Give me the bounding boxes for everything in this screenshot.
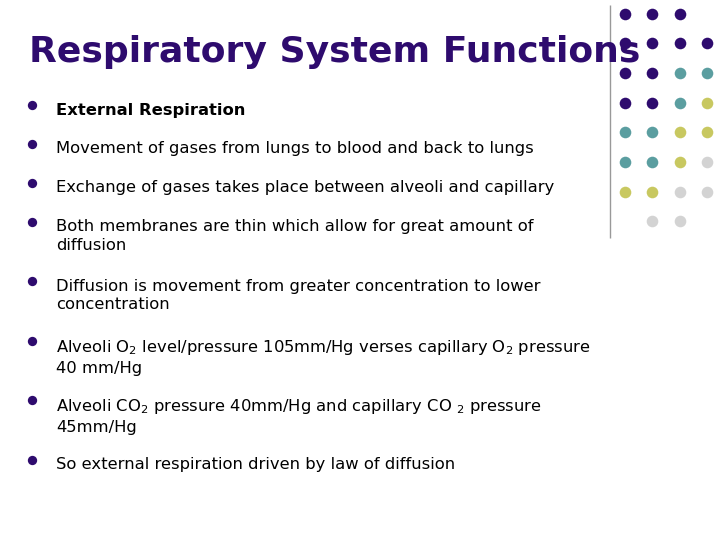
Point bbox=[27, 140, 38, 149]
Point bbox=[27, 336, 38, 345]
Point bbox=[674, 158, 685, 166]
Point bbox=[647, 128, 658, 137]
Point bbox=[647, 187, 658, 196]
Point bbox=[27, 396, 38, 404]
Point bbox=[674, 98, 685, 107]
Point bbox=[674, 69, 685, 77]
Point bbox=[647, 158, 658, 166]
Point bbox=[619, 69, 631, 77]
Point bbox=[619, 9, 631, 18]
Text: Both membranes are thin which allow for great amount of
diffusion: Both membranes are thin which allow for … bbox=[56, 219, 534, 253]
Point bbox=[647, 217, 658, 226]
Text: Movement of gases from lungs to blood and back to lungs: Movement of gases from lungs to blood an… bbox=[56, 141, 534, 157]
Point bbox=[619, 128, 631, 137]
Point bbox=[619, 187, 631, 196]
Point bbox=[647, 39, 658, 48]
Point bbox=[647, 69, 658, 77]
Point bbox=[27, 455, 38, 464]
Text: So external respiration driven by law of diffusion: So external respiration driven by law of… bbox=[56, 457, 455, 472]
Point bbox=[674, 128, 685, 137]
Point bbox=[619, 98, 631, 107]
Point bbox=[619, 158, 631, 166]
Text: Alveoli CO$_2$ pressure 40mm/Hg and capillary CO $_{2}$ pressure
45mm/Hg: Alveoli CO$_2$ pressure 40mm/Hg and capi… bbox=[56, 397, 542, 435]
Point bbox=[701, 158, 713, 166]
Point bbox=[647, 98, 658, 107]
Point bbox=[674, 187, 685, 196]
Point bbox=[27, 218, 38, 226]
Point bbox=[701, 128, 713, 137]
Point bbox=[27, 179, 38, 187]
Point bbox=[27, 101, 38, 110]
Point bbox=[701, 98, 713, 107]
Point bbox=[674, 39, 685, 48]
Text: Respiratory System Functions: Respiratory System Functions bbox=[29, 35, 640, 69]
Point bbox=[647, 9, 658, 18]
Point bbox=[674, 217, 685, 226]
Text: Diffusion is movement from greater concentration to lower
concentration: Diffusion is movement from greater conce… bbox=[56, 279, 541, 312]
Point bbox=[701, 187, 713, 196]
Text: Exchange of gases takes place between alveoli and capillary: Exchange of gases takes place between al… bbox=[56, 180, 554, 195]
Text: External Respiration: External Respiration bbox=[56, 103, 246, 118]
Text: Alveoli O$_2$ level/pressure 105mm/Hg verses capillary O$_2$ pressure
40 mm/Hg: Alveoli O$_2$ level/pressure 105mm/Hg ve… bbox=[56, 338, 590, 376]
Point bbox=[674, 9, 685, 18]
Point bbox=[701, 39, 713, 48]
Point bbox=[27, 277, 38, 286]
Point bbox=[619, 39, 631, 48]
Point bbox=[701, 69, 713, 77]
